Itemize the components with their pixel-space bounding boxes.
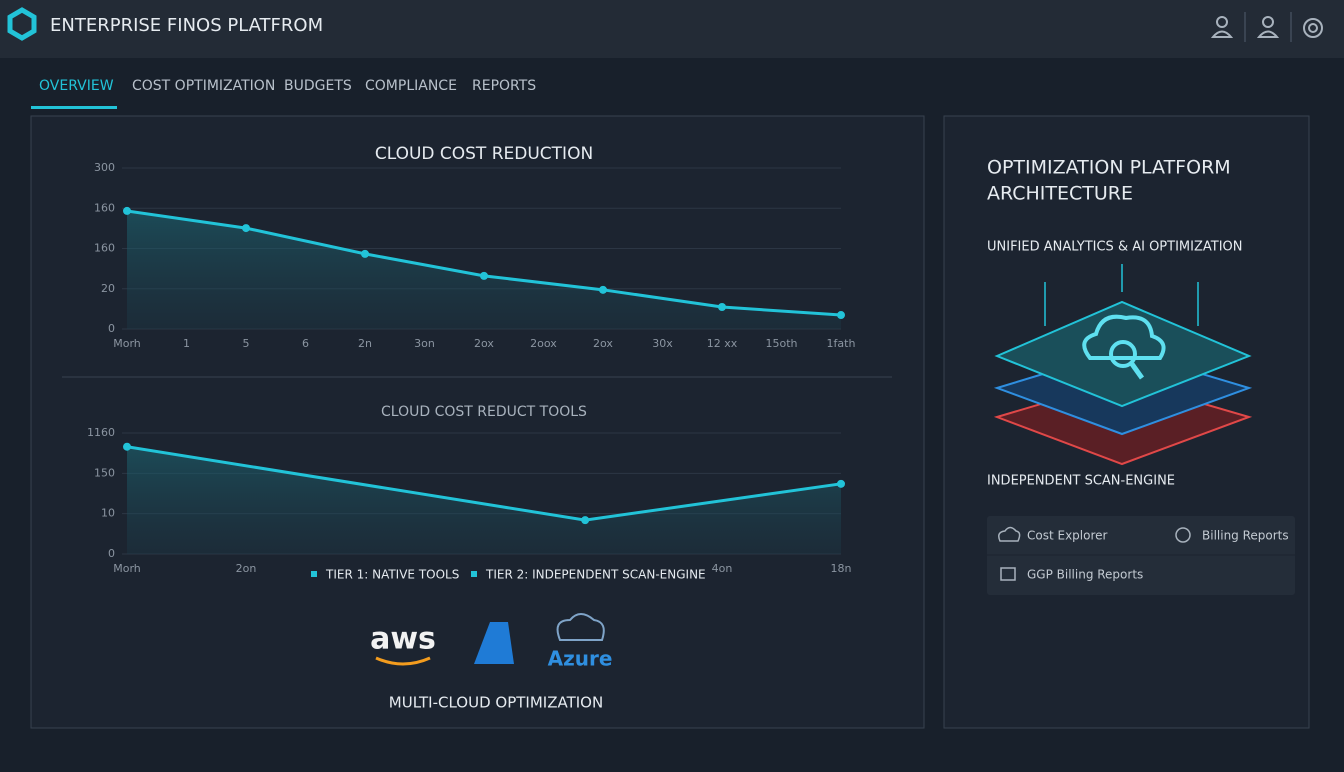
chart-title: CLOUD COST REDUCTION (375, 144, 593, 164)
charts: CLOUD COST REDUCTION 0 20 160 160 300 Morh 1 5 6 2… (87, 144, 855, 582)
x-tick-label: 2n (358, 337, 372, 350)
tab-underline (31, 106, 117, 109)
y-tick-label: 0 (108, 322, 115, 335)
x-tick-label: 2ox (474, 337, 494, 350)
arch-title: ARCHITECTURE (987, 183, 1133, 205)
arch-label: UNIFIED ANALYTICS & AI OPTIMIZATION (987, 240, 1243, 255)
app-title: ENTERPRISE FINOS PLATFROM (50, 15, 323, 36)
aws-logo: aws (370, 622, 436, 657)
x-tick-label: 2on (236, 562, 257, 575)
cloud-icon (556, 613, 605, 641)
tool-icon (998, 526, 1021, 542)
tab[interactable]: COMPLIANCE (365, 78, 457, 94)
point (837, 311, 845, 320)
azure-logo: Azure (548, 647, 613, 671)
logo (7, 7, 37, 41)
tab[interactable]: COST OPTIMIZATION (132, 78, 275, 94)
tab[interactable]: REPORTS (472, 78, 536, 94)
tabs: OVERVIEW COST OPTIMIZATION BUDGETS COMPLIAN… (31, 78, 536, 109)
point (581, 516, 590, 525)
header-icons (1210, 12, 1323, 42)
azure-icon (474, 622, 514, 664)
x-tick-label: 15oth (765, 337, 797, 350)
y-tick-label: 300 (94, 161, 115, 174)
point (718, 302, 726, 311)
point (123, 442, 131, 451)
x-tick-label: 4on (712, 562, 733, 575)
tool-icon (1175, 527, 1191, 543)
x-tick-label: 1fath (827, 337, 856, 350)
arch-title: OPTIMIZATION PLATFORM (987, 157, 1231, 179)
y-tick-label: 160 (94, 242, 115, 255)
tool-item[interactable]: Billing Reports (1202, 529, 1289, 543)
point (837, 479, 845, 488)
x-tick-label: Morh (113, 562, 141, 575)
x-tick-label: 6 (302, 337, 309, 350)
arch-label: INDEPENDENT SCAN-ENGINE (987, 474, 1175, 489)
area (127, 446, 841, 554)
arch-diagram (993, 264, 1253, 466)
x-tick-label: 12 xx (707, 337, 738, 350)
tool-icon (1000, 567, 1016, 581)
legend-swatch (311, 571, 317, 577)
chart-title: CLOUD COST REDUCT TOOLS (381, 404, 587, 420)
x-tick-label: Morh (113, 337, 141, 350)
x-tick-label: 5 (243, 337, 250, 350)
y-tick-label: 0 (108, 547, 115, 560)
point (480, 271, 488, 280)
legend-swatch (471, 571, 477, 577)
legend-label: TIER 1: NATIVE TOOLS (325, 568, 459, 582)
header-bar (0, 0, 1344, 58)
x-tick-label: 2oox (530, 337, 557, 350)
tool-item[interactable]: Cost Explorer (1027, 529, 1108, 543)
y-tick-label: 20 (101, 282, 115, 295)
legend-label: TIER 2: INDEPENDENT SCAN-ENGINE (485, 568, 706, 582)
point (123, 206, 131, 215)
y-tick-label: 10 (101, 507, 115, 520)
aws-smile (375, 656, 431, 666)
y-tick-label: 1160 (87, 426, 115, 439)
point (599, 285, 607, 294)
tool-item[interactable]: GGP Billing Reports (1027, 568, 1143, 582)
providers-caption: MULTI-CLOUD OPTIMIZATION (389, 694, 603, 712)
y-tick-label: 150 (94, 466, 115, 479)
x-tick-label: 2ox (593, 337, 613, 350)
point (361, 249, 369, 258)
tab[interactable]: OVERVIEW (39, 78, 114, 94)
x-tick-label: 18n (831, 562, 852, 575)
x-tick-label: 3on (414, 337, 435, 350)
x-tick-label: 30x (652, 337, 673, 350)
point (242, 224, 250, 233)
y-tick-label: 160 (94, 201, 115, 214)
tab[interactable]: BUDGETS (284, 78, 352, 94)
x-tick-label: 1 (183, 337, 190, 350)
